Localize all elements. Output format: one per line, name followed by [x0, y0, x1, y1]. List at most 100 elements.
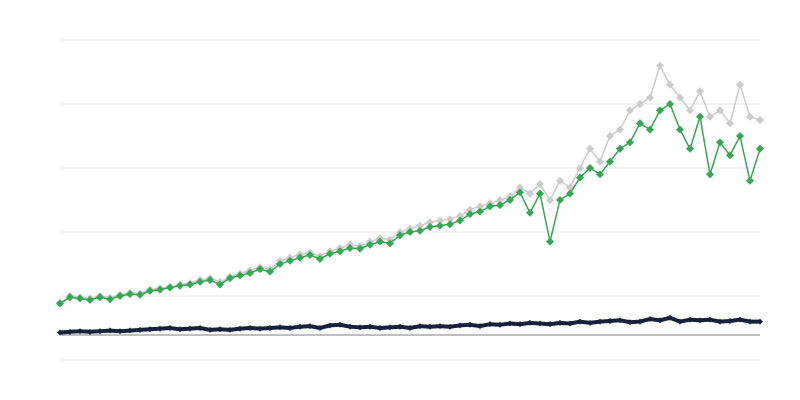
data-point: [646, 125, 654, 134]
data-point: [487, 321, 493, 328]
data-point: [297, 323, 303, 330]
data-point: [707, 316, 713, 323]
data-point: [677, 318, 683, 325]
data-point: [296, 253, 304, 262]
data-point: [757, 318, 763, 325]
data-point: [147, 326, 153, 333]
data-point: [746, 112, 754, 121]
data-point: [456, 212, 464, 220]
data-point: [637, 318, 643, 325]
data-point: [317, 325, 323, 331]
data-point: [447, 323, 453, 330]
data-point: [667, 314, 673, 321]
data-point: [617, 317, 623, 324]
data-point: [546, 196, 554, 204]
data-point: [327, 322, 333, 329]
data-point: [457, 322, 463, 329]
data-point: [177, 326, 183, 333]
data-point: [126, 290, 134, 299]
data-point: [736, 80, 744, 89]
data-point: [56, 299, 64, 308]
data-point: [477, 323, 483, 330]
data-point: [526, 189, 534, 198]
data-point: [596, 170, 604, 179]
data-point: [276, 260, 284, 268]
data-point: [656, 61, 664, 70]
data-point: [676, 125, 684, 134]
data-point: [586, 144, 594, 153]
data-point: [446, 215, 454, 224]
data-point: [397, 323, 403, 330]
data-point: [717, 318, 723, 325]
data-point: [576, 164, 584, 172]
data-point: [526, 208, 534, 217]
data-point: [726, 119, 734, 128]
data-point: [277, 324, 283, 331]
data-point: [616, 125, 624, 134]
data-point: [546, 237, 554, 246]
data-point: [256, 265, 264, 274]
data-point: [166, 283, 174, 292]
data-point: [237, 325, 243, 332]
data-point: [137, 326, 143, 333]
data-point: [146, 286, 154, 295]
data-point: [706, 170, 714, 179]
series-line: [59, 102, 761, 305]
data-point: [306, 251, 314, 260]
data-point: [557, 319, 563, 326]
data-point: [696, 87, 704, 96]
data-point: [106, 295, 114, 304]
data-point: [576, 173, 584, 182]
data-point: [407, 325, 413, 331]
data-point: [706, 112, 714, 121]
data-point: [456, 216, 464, 225]
data-point: [357, 324, 363, 331]
data-point: [636, 119, 644, 128]
data-point: [737, 316, 743, 323]
data-point: [756, 144, 764, 153]
data-point: [476, 202, 484, 211]
data-point: [537, 320, 543, 327]
data-point: [286, 256, 294, 265]
data-point: [187, 325, 193, 332]
data-point: [736, 132, 744, 140]
data-point: [117, 328, 123, 335]
data-point: [116, 292, 124, 300]
data-point: [536, 180, 544, 188]
data-point: [396, 231, 404, 240]
data-point: [76, 294, 84, 303]
data-point: [466, 205, 474, 214]
data-point: [727, 317, 733, 324]
data-point: [416, 221, 424, 230]
data-point: [97, 328, 103, 335]
data-point: [726, 151, 734, 160]
data-point: [227, 326, 233, 333]
data-point: [416, 226, 424, 235]
data-point: [326, 249, 334, 258]
data-point: [586, 164, 594, 172]
data-point: [666, 100, 674, 108]
data-point: [556, 176, 564, 185]
data-point: [196, 277, 204, 286]
data-point: [626, 106, 634, 115]
data-point: [356, 244, 364, 253]
data-point: [207, 326, 213, 333]
data-point: [346, 244, 354, 252]
data-point: [437, 323, 443, 330]
data-point: [547, 321, 553, 328]
data-point: [436, 221, 444, 230]
data-point: [136, 290, 144, 299]
data-point: [646, 93, 654, 102]
data-point: [607, 317, 613, 324]
data-point: [337, 321, 343, 328]
data-point: [676, 93, 684, 102]
data-point: [226, 274, 234, 283]
data-point: [66, 293, 74, 302]
data-point: [647, 316, 653, 323]
data-point: [516, 183, 524, 192]
data-point: [566, 189, 574, 198]
data-point: [626, 138, 634, 147]
data-point: [387, 324, 393, 331]
data-point: [697, 317, 703, 324]
